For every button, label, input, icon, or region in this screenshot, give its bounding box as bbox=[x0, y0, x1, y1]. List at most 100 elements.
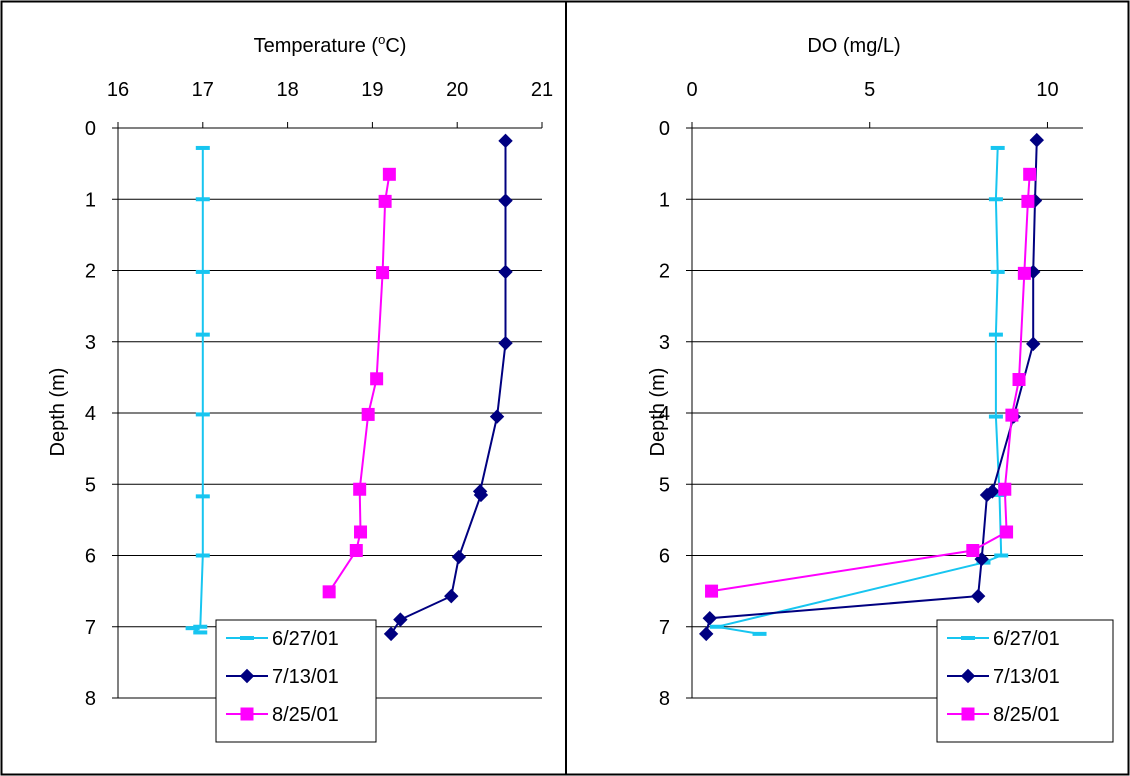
do-data-point bbox=[994, 553, 1009, 558]
temperature-x-axis-title: Temperature (oC) bbox=[254, 32, 407, 57]
temperature-data-point bbox=[383, 626, 399, 642]
temperature-x-tick-label: 19 bbox=[361, 79, 383, 101]
do-legend-swatch-marker bbox=[960, 668, 976, 684]
temperature-series-line bbox=[390, 140, 507, 635]
temperature-x-tick-label: 17 bbox=[192, 79, 214, 101]
temperature-legend: 6/27/01 7/13/01 8/25/01 bbox=[215, 619, 377, 743]
temperature-data-point bbox=[354, 525, 368, 539]
do-data-point bbox=[705, 584, 719, 598]
do-y-axis-title: Depth (m) bbox=[647, 368, 669, 457]
do-x-axis-title: DO (mg/L) bbox=[807, 35, 900, 57]
temperature-data-point bbox=[498, 335, 513, 351]
temperature-series-7/13/01 bbox=[383, 133, 513, 642]
temperature-legend-label: 7/13/01 bbox=[272, 666, 339, 688]
temperature-data-point bbox=[195, 145, 210, 150]
temperature-y-tick-label: 2 bbox=[85, 261, 96, 283]
temperature-legend-label: 8/25/01 bbox=[272, 704, 339, 726]
do-y-tick-label: 0 bbox=[659, 118, 670, 140]
do-series-7/13/01 bbox=[699, 132, 1044, 642]
do-y-tick-label: 4 bbox=[659, 403, 670, 425]
do-legend-label: 8/25/01 bbox=[993, 704, 1060, 726]
do-series-6/27/01 bbox=[709, 145, 1009, 636]
do-data-point bbox=[998, 482, 1012, 496]
temperature-data-point bbox=[185, 626, 200, 631]
do-series-line bbox=[711, 174, 1031, 593]
do-x-tick-label: 10 bbox=[1036, 79, 1058, 101]
temperature-data-point bbox=[498, 264, 513, 280]
temperature-data-point bbox=[193, 630, 208, 635]
do-data-point bbox=[1029, 132, 1044, 148]
temperature-data-point bbox=[451, 549, 467, 565]
temperature-data-point bbox=[498, 133, 513, 149]
do-series bbox=[699, 132, 1044, 642]
do-y-tick-label: 5 bbox=[659, 474, 670, 496]
do-legend-swatch-marker bbox=[961, 636, 975, 640]
do-data-point bbox=[709, 624, 724, 629]
temperature-legend-label: 6/27/01 bbox=[272, 628, 339, 650]
temperature-data-point bbox=[498, 193, 513, 208]
do-data-point bbox=[979, 487, 995, 503]
do-y-tick-label: 6 bbox=[659, 546, 670, 568]
do-data-point bbox=[966, 544, 980, 558]
do-grid bbox=[692, 198, 1083, 699]
do-data-point bbox=[988, 197, 1003, 202]
temperature-series-8/25/01 bbox=[322, 167, 396, 599]
temperature-legend-item: 6/27/01 bbox=[226, 628, 339, 650]
temperature-y-tick-label: 4 bbox=[85, 403, 96, 425]
temperature-y-tick-label: 8 bbox=[85, 688, 96, 710]
do-legend-label: 6/27/01 bbox=[993, 628, 1060, 650]
temperature-y-axis-title: Depth (m) bbox=[47, 368, 69, 457]
do-data-point bbox=[990, 269, 1005, 274]
temperature-panel: 0 1 2 3 4 5 6 7 8 16 17 18 19 20 21 Temperature (oC) D… bbox=[47, 32, 553, 743]
temperature-x-tick-label: 18 bbox=[276, 79, 298, 101]
temperature-data-point bbox=[370, 372, 384, 386]
do-legend-label: 7/13/01 bbox=[993, 666, 1060, 688]
temperature-x-tick-label: 16 bbox=[107, 79, 129, 101]
do-y-tick-label: 7 bbox=[659, 617, 670, 639]
temperature-legend-item: 7/13/01 bbox=[226, 666, 339, 688]
temperature-data-point bbox=[378, 194, 392, 208]
temperature-y-tick-label: 6 bbox=[85, 546, 96, 568]
do-data-point bbox=[1017, 266, 1031, 280]
temperature-data-point bbox=[489, 409, 505, 424]
do-x-tick-label: 0 bbox=[686, 79, 697, 101]
do-data-point bbox=[752, 631, 767, 636]
temperature-y-tick-label: 1 bbox=[85, 189, 96, 211]
temperature-series-6/27/01 bbox=[185, 145, 210, 635]
do-legend-swatch-marker bbox=[961, 707, 975, 721]
do-legend-item: 8/25/01 bbox=[947, 704, 1060, 726]
do-data-point bbox=[990, 145, 1005, 150]
temperature-tick-labels: 0 1 2 3 4 5 6 7 8 16 17 18 19 20 21 bbox=[85, 79, 553, 710]
do-x-tick-label: 5 bbox=[864, 79, 875, 101]
temperature-y-tick-label: 3 bbox=[85, 332, 96, 354]
do-tick-labels: 0 1 2 3 4 5 6 7 8 0 5 10 bbox=[659, 79, 1059, 710]
temperature-data-point bbox=[195, 269, 210, 274]
do-data-point bbox=[988, 332, 1003, 337]
do-axes bbox=[686, 122, 1083, 699]
do-legend: 6/27/01 7/13/01 8/25/01 bbox=[936, 619, 1114, 743]
temperature-y-tick-label: 0 bbox=[85, 118, 96, 140]
do-panel: 0 1 2 3 4 5 6 7 8 0 5 10 DO (mg/L) Depth (m) 6/27/0… bbox=[647, 35, 1114, 743]
temperature-data-point bbox=[193, 624, 208, 629]
temperature-data-point bbox=[195, 197, 210, 202]
do-series-line bbox=[716, 147, 1003, 635]
do-data-point bbox=[1021, 194, 1035, 208]
temperature-x-tick-label: 21 bbox=[531, 79, 553, 101]
temperature-data-point bbox=[322, 585, 336, 599]
temperature-data-point bbox=[382, 167, 396, 181]
do-data-point bbox=[1005, 408, 1019, 422]
temperature-legend-swatch-marker bbox=[240, 636, 254, 640]
temperature-x-tick-label: 20 bbox=[446, 79, 468, 101]
temperature-legend-swatch-marker bbox=[240, 707, 254, 721]
temperature-data-point bbox=[361, 407, 375, 421]
do-legend-item: 6/27/01 bbox=[947, 628, 1060, 650]
do-data-point bbox=[988, 414, 1003, 419]
temperature-y-tick-label: 5 bbox=[85, 474, 96, 496]
temperature-data-point bbox=[195, 332, 210, 337]
temperature-data-point bbox=[376, 266, 390, 280]
temperature-series-line bbox=[189, 147, 204, 634]
temperature-series bbox=[185, 133, 513, 642]
temperature-data-point bbox=[195, 494, 210, 499]
